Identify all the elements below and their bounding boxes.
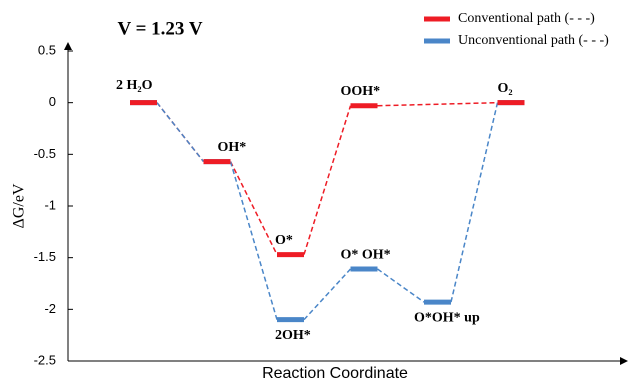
legend-label: Conventional path (- - -) [458, 11, 595, 26]
chart-title: V = 1.23 V [117, 18, 202, 39]
level-label: O*OH* up [414, 310, 480, 325]
y-tick-label: -0.5 [34, 146, 56, 161]
level-label: O* OH* [341, 247, 391, 262]
level-label: OOH* [341, 84, 381, 99]
connector [157, 103, 204, 162]
connector [304, 106, 351, 255]
chart: V = 1.23 V ΔG/eV Reaction Coordinate -2.… [0, 0, 629, 383]
y-tick-label: -2 [44, 301, 56, 316]
y-tick-label: -2.5 [34, 352, 56, 367]
x-axis-label: Reaction Coordinate [262, 365, 408, 382]
y-arrow [64, 42, 72, 50]
level-label: 2 H₂O [116, 78, 153, 93]
y-tick-label: -1 [44, 197, 56, 212]
y-axis-label: ΔG/eV [11, 183, 28, 228]
x-arrow [620, 357, 628, 365]
connector [378, 103, 498, 106]
connector [378, 269, 425, 302]
y-tick-label: -1.5 [34, 249, 56, 264]
level-label: O₂ [498, 81, 513, 96]
connector [451, 103, 498, 302]
level-label: 2OH* [275, 328, 311, 343]
y-tick-label: 0 [49, 94, 56, 109]
connector [304, 269, 351, 320]
y-tick-label: 0.5 [38, 42, 56, 57]
level-label: O* [275, 233, 293, 248]
level-label: OH* [218, 140, 247, 155]
legend-label: Unconventional path (- - -) [458, 33, 609, 48]
